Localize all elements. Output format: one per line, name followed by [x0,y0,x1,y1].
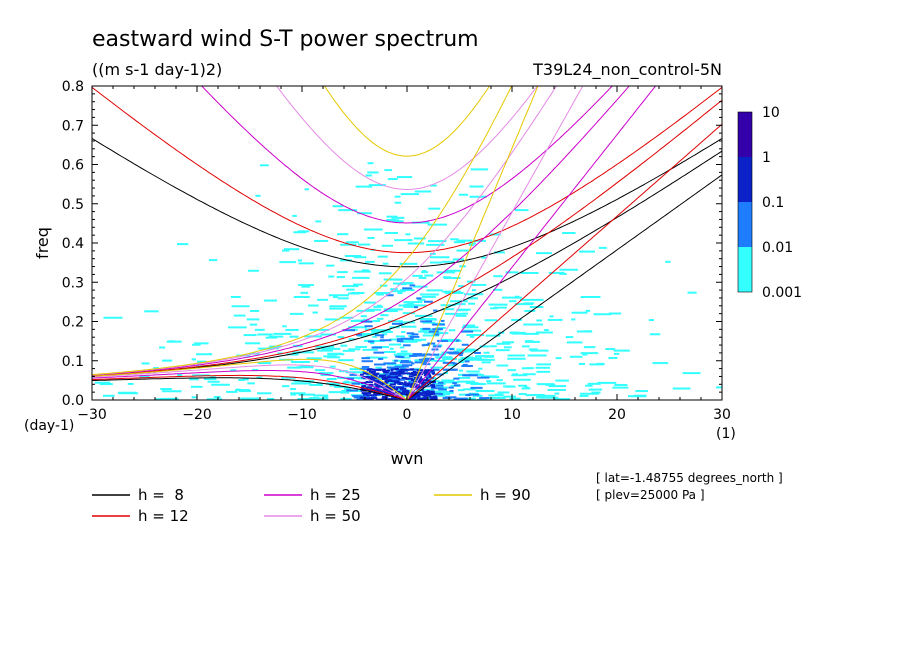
colorbar-swatch [738,247,752,292]
curve-rossby [92,358,408,400]
curve-kelvin [406,174,722,400]
y-tick-label: 0.8 [62,79,84,95]
colorbar-frame [737,111,753,293]
curve-rossby [92,370,408,400]
x-tick-label: −30 [77,407,107,423]
curve-mrg [92,86,557,376]
curve-mrg [92,86,513,376]
x-tick-label: −10 [287,407,317,423]
curve-rossby [92,377,408,400]
curve-kelvin [406,86,584,400]
legend-label: h = 50 [310,507,361,525]
curve-mrg [92,86,630,376]
dispersion-curves [92,86,722,400]
colorbar-label: 0.001 [762,285,802,301]
plev-annotation: [ plev=25000 Pa ] [596,488,705,502]
curve-inertia-gravity [92,86,722,254]
y-tick-label: 0.6 [62,158,84,174]
colorbar-label: 0.01 [762,240,793,256]
curve-inertia-gravity [92,137,722,268]
y-tick-label: 0.5 [62,197,84,213]
curve-kelvin [406,123,722,400]
y-tick-label: 0.0 [62,393,84,409]
legend: h = 8 h = 12 h = 25 h = 50 h = 90 [92,486,531,525]
x-tick-label: 10 [503,407,521,423]
colorbar-label: 1 [762,150,771,166]
x-tick-label: 20 [608,407,626,423]
curve-inertia-gravity [323,86,491,157]
legend-label: h = 25 [310,486,361,504]
colorbar-label: 0.1 [762,195,784,211]
legend-label: h = 12 [138,507,189,525]
x-tick-label: 30 [713,407,731,423]
chart-title: eastward wind S-T power spectrum [92,27,479,52]
y-tick-label: 0.2 [62,315,84,331]
curve-kelvin [406,86,539,400]
colorbar-swatch [738,157,752,202]
curve-kelvin [406,86,657,400]
legend-label: h = 90 [480,486,531,504]
colorbar-label: 10 [762,105,780,121]
x-tick-label: −20 [182,407,212,423]
curve-rossby [92,374,408,400]
legend-label: h = 8 [138,486,184,504]
curve-inertia-gravity [276,86,539,191]
x-unit-label: (1) [716,426,736,442]
y-tick-label: 0.1 [62,354,84,370]
x-axis-title: wvn [391,449,424,468]
lat-annotation: [ lat=-1.48755 degrees_north ] [596,471,783,485]
y-tick-label: 0.4 [62,236,84,252]
curve-mrg [92,99,722,377]
curve-inertia-gravity [201,86,613,224]
y-axis-title: freq [33,227,52,259]
chart-subtitle: ((m s-1 day-1)2) [92,60,222,79]
y-tick-label: 0.3 [62,275,84,291]
colorbar-swatch [738,112,752,157]
power-field [94,162,722,400]
x-tick-label: 0 [403,407,412,423]
curve-rossby [92,364,408,400]
axis-ticks: −30 −20 −10 0 10 20 30 0.0 0.1 0.2 0.3 0.4 0.5 0.6 0.7… [62,79,731,423]
colorbar: 10 1 0.1 0.01 0.001 [737,105,802,301]
y-unit-label: (day-1) [24,418,74,434]
run-label: T39L24_non_control-5N [532,60,722,80]
y-tick-label: 0.7 [62,118,84,134]
colorbar-swatch [738,202,752,247]
